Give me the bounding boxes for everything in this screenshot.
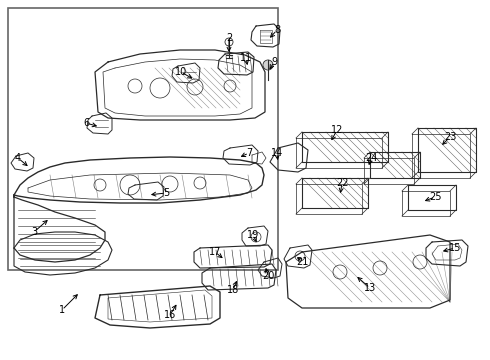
Text: 10: 10 — [175, 67, 187, 77]
Text: 22: 22 — [336, 178, 348, 188]
Text: 25: 25 — [429, 192, 441, 202]
Text: 14: 14 — [271, 148, 283, 158]
Text: 5: 5 — [163, 188, 169, 198]
Text: 3: 3 — [31, 227, 37, 237]
Text: 23: 23 — [444, 132, 456, 142]
Text: 2: 2 — [226, 33, 232, 43]
Bar — [8, 8, 278, 270]
Text: 13: 13 — [364, 283, 376, 293]
Text: 4: 4 — [15, 153, 21, 163]
Text: 1: 1 — [59, 305, 65, 315]
Text: 12: 12 — [331, 125, 343, 135]
Text: 20: 20 — [262, 271, 274, 281]
Text: 17: 17 — [209, 247, 221, 257]
Text: 16: 16 — [164, 310, 176, 320]
Text: 18: 18 — [227, 285, 239, 295]
Text: 15: 15 — [449, 243, 461, 253]
Text: 21: 21 — [296, 257, 308, 267]
Text: 11: 11 — [240, 53, 252, 63]
Text: 19: 19 — [247, 230, 259, 240]
Text: 8: 8 — [274, 25, 280, 35]
Text: 9: 9 — [271, 57, 277, 67]
Text: 24: 24 — [365, 153, 377, 163]
Text: 6: 6 — [83, 118, 89, 128]
Text: 7: 7 — [246, 148, 252, 158]
